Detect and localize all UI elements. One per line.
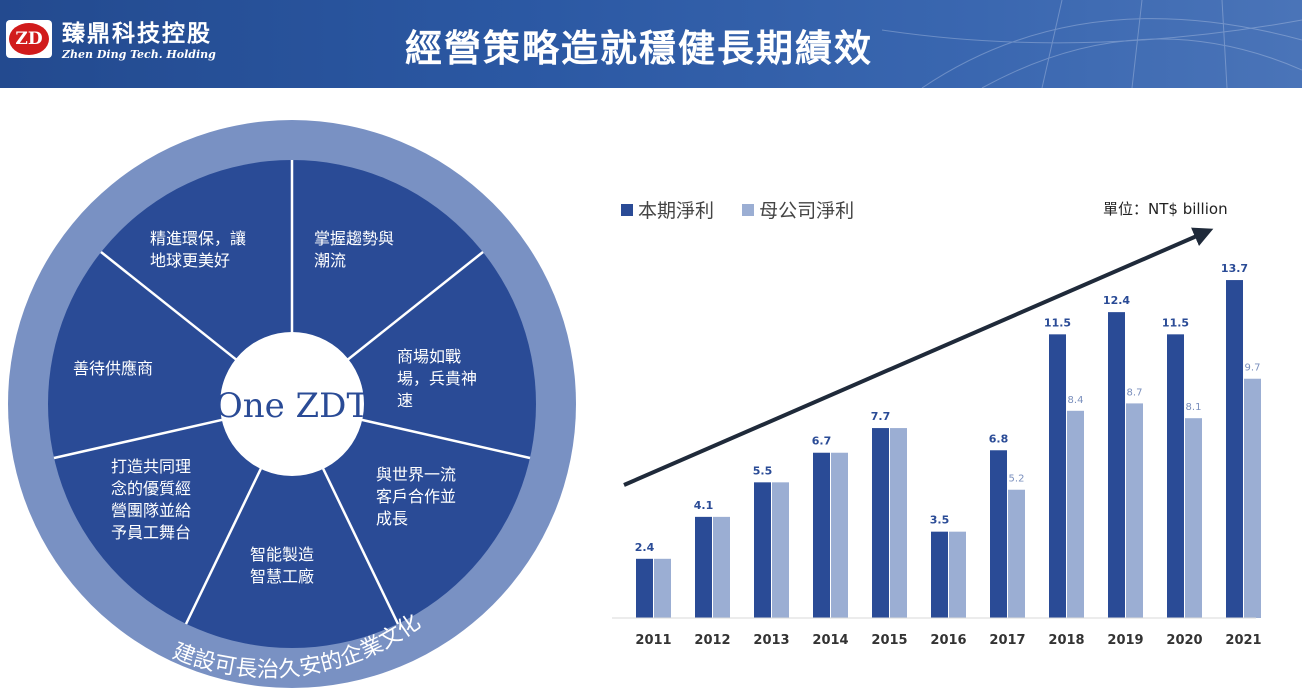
bar-series1-2019 xyxy=(1108,312,1125,618)
bar-series1-2017 xyxy=(990,450,1007,618)
segment-line: 智能製造 xyxy=(250,545,314,564)
legend-label-series1: 本期淨利 xyxy=(638,200,715,222)
x-tick-labels-group: 2011 2012 2013 2014 2015 2016 2017 2018 2019 2020… xyxy=(635,633,1261,648)
bar-series1-2018 xyxy=(1049,334,1066,618)
data-label-series1-2013: 5.5 xyxy=(753,464,773,477)
chart-legend: 本期淨利 母公司淨利 xyxy=(621,196,876,223)
bar-series2-2021 xyxy=(1244,378,1261,618)
x-tick-label-2011: 2011 xyxy=(635,633,671,648)
legend-item-series2: 母公司淨利 xyxy=(742,196,854,223)
center-label: One ZDT xyxy=(215,386,370,426)
data-label-series1-2015: 7.7 xyxy=(871,410,891,423)
segment-line: 掌握趨勢與 xyxy=(314,229,394,248)
data-labels-group: 2.4 4.1 5.5 6.7 7.7 3.5 6.8 5.2 11.5 8.4 12.4 8.7 11… xyxy=(635,262,1261,554)
center-circle xyxy=(220,332,364,476)
logo-mark: ZD xyxy=(9,23,49,55)
x-tick-label-2020: 2020 xyxy=(1166,633,1202,648)
company-name-cn: 臻鼎科技控股 xyxy=(62,20,212,47)
data-label-series1-2021: 13.7 xyxy=(1221,262,1248,275)
segment-line: 成長 xyxy=(376,509,408,528)
company-name-en: Zhen Ding Tech. Holding xyxy=(62,48,216,61)
segment-line: 客戶合作並 xyxy=(376,487,456,506)
x-tick-label-2018: 2018 xyxy=(1048,633,1084,648)
segment-team-label: 打造共同理 念的優質經 營團隊並給 予員工舞台 xyxy=(111,457,196,542)
data-label-series1-2014: 6.7 xyxy=(812,435,832,448)
bar-series2-2014 xyxy=(831,452,848,618)
legend-item-series1: 本期淨利 xyxy=(621,196,714,223)
bar-series1-2020 xyxy=(1167,334,1184,618)
segment-line: 商場如戰 xyxy=(397,347,461,366)
segment-customer-label: 與世界一流 客戶合作並 成長 xyxy=(376,465,461,528)
data-label-series2-2019: 8.7 xyxy=(1127,387,1143,398)
bar-series2-2017 xyxy=(1008,489,1025,618)
bars-group xyxy=(636,280,1261,618)
x-tick-label-2012: 2012 xyxy=(694,633,730,648)
x-tick-label-2021: 2021 xyxy=(1225,633,1261,648)
bar-series1-2021 xyxy=(1226,280,1243,618)
segment-trend-label: 掌握趨勢與 潮流 xyxy=(314,229,399,270)
company-logo: ZD xyxy=(6,20,52,58)
bar-series1-2014 xyxy=(813,452,830,618)
segment-supplier-label: 善待供應商 xyxy=(73,359,153,378)
segment-line: 打造共同理 xyxy=(111,457,191,476)
segment-line: 潮流 xyxy=(314,251,346,270)
bar-series2-2020 xyxy=(1185,418,1202,618)
data-label-series2-2017: 5.2 xyxy=(1009,474,1025,485)
segment-line: 營團隊並給 xyxy=(111,501,191,520)
bar-series1-2011 xyxy=(636,558,653,618)
segment-line: 念的優質經 xyxy=(111,479,191,498)
bar-series2-2016 xyxy=(949,531,966,618)
legend-swatch-series1 xyxy=(621,204,633,216)
x-tick-label-2019: 2019 xyxy=(1107,633,1143,648)
bar-series2-2018 xyxy=(1067,410,1084,618)
bar-series1-2013 xyxy=(754,482,771,618)
bar-series1-2016 xyxy=(931,531,948,618)
x-tick-label-2016: 2016 xyxy=(930,633,966,648)
data-label-series1-2012: 4.1 xyxy=(694,499,714,512)
x-tick-label-2017: 2017 xyxy=(989,633,1025,648)
segment-speed-label: 商場如戰 場，兵貴神 速 xyxy=(397,347,482,410)
unit-label: 單位：NT$ billion xyxy=(1103,200,1228,218)
page-title: 經營策略造就穩健長期績效 xyxy=(405,26,873,70)
legend-label-series2: 母公司淨利 xyxy=(759,200,855,222)
data-label-series2-2018: 8.4 xyxy=(1068,395,1084,406)
bar-series2-2012 xyxy=(713,516,730,618)
header-banner: ZD 臻鼎科技控股 Zhen Ding Tech. Holding 經營策略造就… xyxy=(0,0,1302,88)
segment-manufacturing-label: 智能製造 智慧工廠 xyxy=(250,545,319,586)
segment-line: 善待供應商 xyxy=(73,359,153,378)
data-label-series1-2011: 2.4 xyxy=(635,541,655,554)
data-label-series1-2019: 12.4 xyxy=(1103,294,1130,307)
x-tick-label-2013: 2013 xyxy=(753,633,789,648)
data-label-series1-2018: 11.5 xyxy=(1044,316,1071,329)
data-label-series1-2020: 11.5 xyxy=(1162,316,1189,329)
bar-series2-2011 xyxy=(654,558,671,618)
bar-series2-2019 xyxy=(1126,403,1143,618)
globe-grid-decoration xyxy=(882,0,1302,88)
strategy-wheel: One ZDT 建立經營規則 建設可長治久安的企業文化 掌握趨勢與 潮流 商場如… xyxy=(8,93,576,690)
bar-series1-2015 xyxy=(872,428,889,618)
segment-line: 速 xyxy=(397,391,413,410)
x-tick-label-2014: 2014 xyxy=(812,633,848,648)
segment-line: 場，兵貴神 xyxy=(397,369,477,388)
bar-series1-2012 xyxy=(695,516,712,618)
x-tick-label-2015: 2015 xyxy=(871,633,907,648)
data-label-series1-2016: 3.5 xyxy=(930,514,950,527)
bar-series2-2015 xyxy=(890,428,907,618)
data-label-series1-2017: 6.8 xyxy=(989,432,1009,445)
segment-line: 智慧工廠 xyxy=(250,567,314,586)
trend-arrow xyxy=(623,227,1214,487)
segment-line: 與世界一流 xyxy=(376,465,456,484)
data-label-series2-2021: 9.7 xyxy=(1245,363,1261,374)
net-income-bar-chart: 2.4 4.1 5.5 6.7 7.7 3.5 6.8 5.2 11.5 8.4 12.4 8.7 11… xyxy=(612,227,1262,648)
legend-swatch-series2 xyxy=(742,204,755,216)
segment-line: 地球更美好 xyxy=(150,251,230,270)
segment-line: 予員工舞台 xyxy=(111,523,191,542)
segment-environment-label: 精進環保，讓 地球更美好 xyxy=(150,229,251,270)
bar-series2-2013 xyxy=(772,482,789,618)
data-label-series2-2020: 8.1 xyxy=(1186,402,1202,413)
segment-line: 精進環保，讓 xyxy=(150,229,246,248)
